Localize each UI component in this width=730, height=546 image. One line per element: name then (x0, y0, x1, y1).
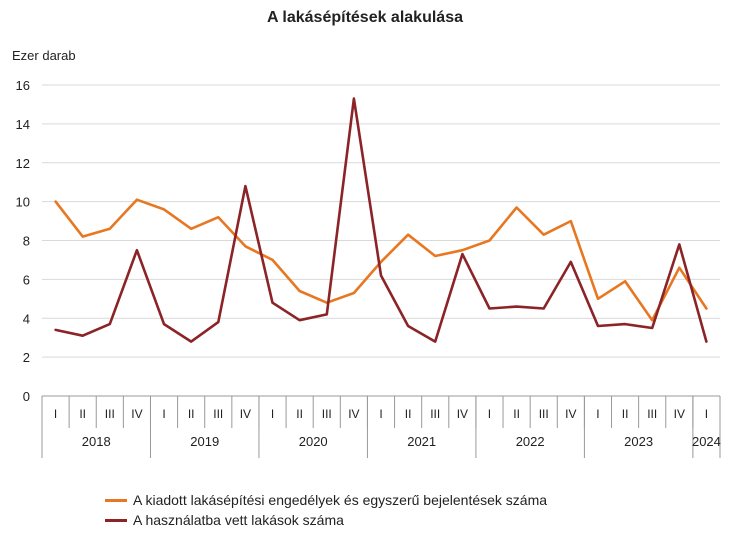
x-tick-label-quarter: III (322, 407, 332, 421)
y-tick-label: 2 (23, 350, 30, 365)
y-tick-label: 0 (23, 389, 30, 404)
x-tick-label-quarter: III (213, 407, 223, 421)
y-tick-label: 8 (23, 234, 30, 249)
x-tick-label-quarter: IV (348, 407, 359, 421)
y-axis-unit-label: Ezer darab (12, 48, 76, 63)
grid-lines (42, 84, 720, 358)
x-tick-label-year: 2020 (299, 434, 328, 449)
x-tick-label-quarter: IV (457, 407, 468, 421)
series-line-2 (54, 97, 708, 343)
x-tick-label-quarter: IV (565, 407, 576, 421)
x-tick-label-quarter: III (647, 407, 657, 421)
chart-title: A lakásépítések alakulása (267, 9, 463, 26)
x-tick-label-quarter: I (488, 407, 491, 421)
y-tick-label: 14 (16, 117, 30, 132)
legend-item-series-1: A kiadott lakásépítési engedélyek és egy… (105, 490, 547, 510)
x-tick-label-quarter: III (105, 407, 115, 421)
y-tick-label: 16 (16, 78, 30, 93)
x-tick-label-quarter: II (405, 407, 412, 421)
x-tick-label-quarter: I (54, 407, 57, 421)
legend-swatch-series-2 (105, 518, 127, 522)
legend: A kiadott lakásépítési engedélyek és egy… (105, 490, 547, 530)
x-tick-label-quarter: II (79, 407, 86, 421)
x-tick-label-quarter: I (162, 407, 165, 421)
legend-item-series-2: A használatba vett lakások száma (105, 510, 547, 530)
x-tick-label-year: 2018 (82, 434, 111, 449)
x-axis: I II III IV I II III IV I II III IV I II III IV I II III IV… (41, 395, 721, 458)
x-tick-label-quarter: I (379, 407, 382, 421)
series-line-1 (54, 198, 708, 322)
x-tick-label-year: 2019 (190, 434, 219, 449)
x-tick-label-quarter: IV (674, 407, 685, 421)
y-tick-label: 4 (23, 311, 30, 326)
x-tick-label-year: 2023 (624, 434, 653, 449)
x-tick-label-quarter: III (539, 407, 549, 421)
y-tick-label: 6 (23, 272, 30, 287)
x-tick-label-quarter: II (622, 407, 629, 421)
x-tick-label-quarter: II (188, 407, 195, 421)
x-tick-label-quarter: II (513, 407, 520, 421)
y-tick-label: 12 (16, 156, 30, 171)
x-tick-label-quarter: I (596, 407, 599, 421)
x-tick-label-quarter: I (705, 407, 708, 421)
x-tick-label-year: 2024 (692, 434, 721, 449)
x-tick-label-quarter: IV (131, 407, 142, 421)
x-tick-label-quarter: III (430, 407, 440, 421)
x-tick-label-year: 2022 (516, 434, 545, 449)
x-tick-label-quarter: I (271, 407, 274, 421)
legend-label-series-2: A használatba vett lakások száma (133, 512, 344, 528)
x-tick-label-quarter: II (296, 407, 303, 421)
y-tick-labels: 0 2 4 6 8 10 12 14 16 (16, 78, 30, 404)
series-lines (54, 97, 708, 343)
legend-label-series-1: A kiadott lakásépítési engedélyek és egy… (133, 492, 548, 508)
x-tick-label-quarter: IV (240, 407, 251, 421)
x-tick-label-year: 2021 (407, 434, 436, 449)
y-tick-label: 10 (16, 195, 30, 210)
legend-swatch-series-1 (105, 498, 127, 502)
